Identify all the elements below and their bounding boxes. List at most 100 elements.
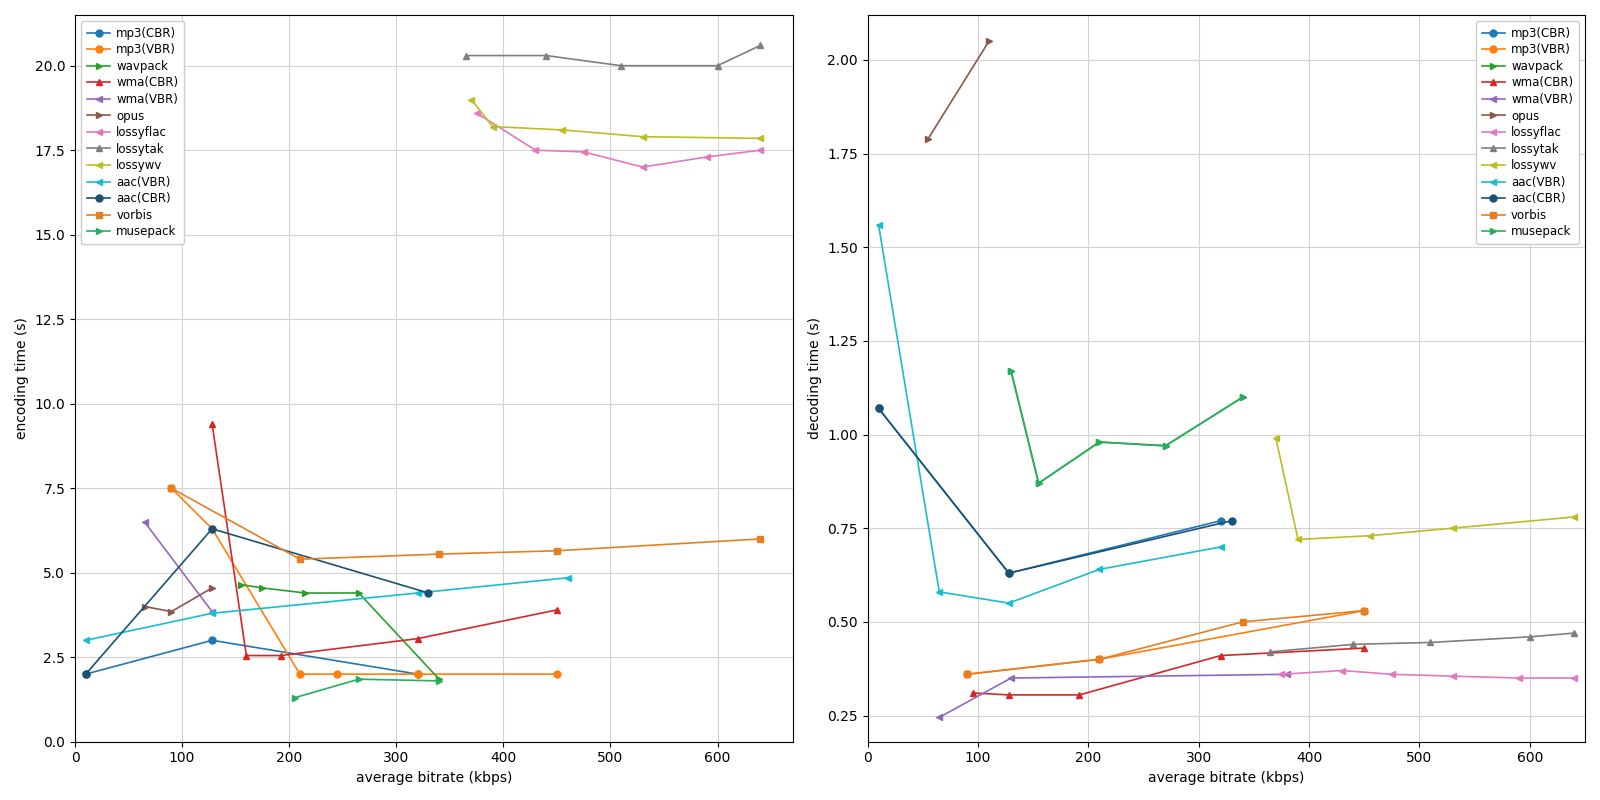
Line: wma(VBR): wma(VBR) (936, 671, 1291, 721)
aac(CBR) (869, 403, 888, 413)
vorbis (162, 483, 181, 493)
wavpack (296, 588, 315, 598)
lossywv (1360, 531, 1379, 541)
aac(VBR) (1000, 598, 1019, 608)
Line: mp3(CBR): mp3(CBR) (82, 637, 421, 678)
lossywv (483, 122, 502, 131)
vorbis (290, 554, 309, 564)
Y-axis label: decoding time (s): decoding time (s) (808, 318, 821, 439)
Line: wavpack: wavpack (1008, 367, 1246, 486)
aac(VBR) (77, 635, 96, 645)
Line: aac(VBR): aac(VBR) (82, 574, 571, 644)
lossyflac (698, 152, 717, 162)
mp3(VBR) (547, 670, 566, 679)
mp3(VBR) (162, 483, 181, 493)
wma(CBR) (203, 419, 222, 429)
lossywv (634, 132, 653, 142)
musepack (285, 693, 304, 702)
Line: wavpack: wavpack (237, 581, 443, 682)
aac(VBR) (1211, 542, 1230, 552)
Line: lossywv: lossywv (467, 96, 763, 142)
lossywv (1266, 434, 1285, 443)
wavpack (349, 588, 368, 598)
aac(VBR) (408, 588, 427, 598)
Y-axis label: encoding time (s): encoding time (s) (14, 318, 29, 439)
mp3(VBR) (1355, 606, 1374, 615)
Line: vorbis: vorbis (963, 607, 1368, 678)
lossytak (750, 41, 770, 50)
lossywv (1443, 523, 1462, 533)
wavpack (253, 583, 272, 593)
vorbis (957, 670, 976, 679)
lossyflac (1509, 674, 1528, 683)
lossytak (1261, 647, 1280, 657)
vorbis (750, 534, 770, 544)
vorbis (429, 550, 448, 559)
vorbis (1090, 654, 1109, 664)
lossyflac (526, 146, 546, 155)
wma(CBR) (1211, 650, 1230, 660)
lossywv (1288, 534, 1307, 544)
lossyflac (1565, 674, 1584, 683)
wma(VBR) (1002, 674, 1021, 683)
Line: aac(VBR): aac(VBR) (875, 222, 1224, 606)
vorbis (547, 546, 566, 555)
lossyflac (467, 108, 486, 118)
musepack (429, 676, 448, 686)
lossyflac (1382, 670, 1402, 679)
mp3(CBR) (869, 403, 888, 413)
lossytak (707, 61, 726, 70)
Line: vorbis: vorbis (168, 485, 763, 562)
Line: musepack: musepack (291, 676, 443, 702)
opus (918, 134, 938, 143)
mp3(VBR) (290, 670, 309, 679)
Line: wma(CBR): wma(CBR) (208, 421, 560, 659)
musepack (1002, 366, 1021, 376)
Line: musepack: musepack (1008, 367, 1246, 486)
wma(CBR) (270, 650, 290, 660)
Line: opus: opus (141, 585, 216, 615)
mp3(VBR) (203, 524, 222, 534)
wma(CBR) (1355, 643, 1374, 653)
mp3(CBR) (203, 635, 222, 645)
musepack (1155, 441, 1174, 450)
wma(CBR) (1070, 690, 1090, 700)
vorbis (1234, 617, 1253, 626)
mp3(VBR) (408, 670, 427, 679)
mp3(CBR) (408, 670, 427, 679)
wavpack (232, 580, 251, 590)
lossytak (536, 50, 555, 60)
Line: lossyflac: lossyflac (474, 110, 763, 170)
wma(CBR) (408, 634, 427, 643)
aac(VBR) (930, 587, 949, 597)
wavpack (1002, 366, 1021, 376)
aac(VBR) (1090, 565, 1109, 574)
lossytak (611, 61, 630, 70)
Line: mp3(VBR): mp3(VBR) (168, 485, 560, 678)
musepack (1090, 438, 1109, 447)
lossywv (1565, 512, 1584, 522)
musepack (349, 674, 368, 684)
Line: mp3(VBR): mp3(VBR) (963, 607, 1368, 678)
vorbis (1355, 606, 1374, 615)
lossytak (456, 50, 475, 60)
aac(CBR) (77, 670, 96, 679)
lossyflac (574, 147, 594, 157)
lossywv (552, 125, 571, 134)
lossyflac (1333, 666, 1352, 675)
wavpack (429, 674, 448, 684)
opus (203, 583, 222, 593)
aac(CBR) (1000, 568, 1019, 578)
lossyflac (634, 162, 653, 172)
aac(CBR) (203, 524, 222, 534)
lossywv (462, 94, 482, 104)
aac(CBR) (1222, 516, 1242, 526)
mp3(CBR) (1211, 516, 1230, 526)
wavpack (1155, 441, 1174, 450)
Line: aac(CBR): aac(CBR) (82, 526, 432, 678)
Legend: mp3(CBR), mp3(VBR), wavpack, wma(CBR), wma(VBR), opus, lossyflac, lossytak, loss: mp3(CBR), mp3(VBR), wavpack, wma(CBR), w… (1475, 21, 1579, 244)
Line: wma(VBR): wma(VBR) (141, 518, 216, 615)
X-axis label: average bitrate (kbps): average bitrate (kbps) (1149, 771, 1304, 785)
mp3(CBR) (1000, 568, 1019, 578)
Line: wma(CBR): wma(CBR) (970, 645, 1368, 698)
